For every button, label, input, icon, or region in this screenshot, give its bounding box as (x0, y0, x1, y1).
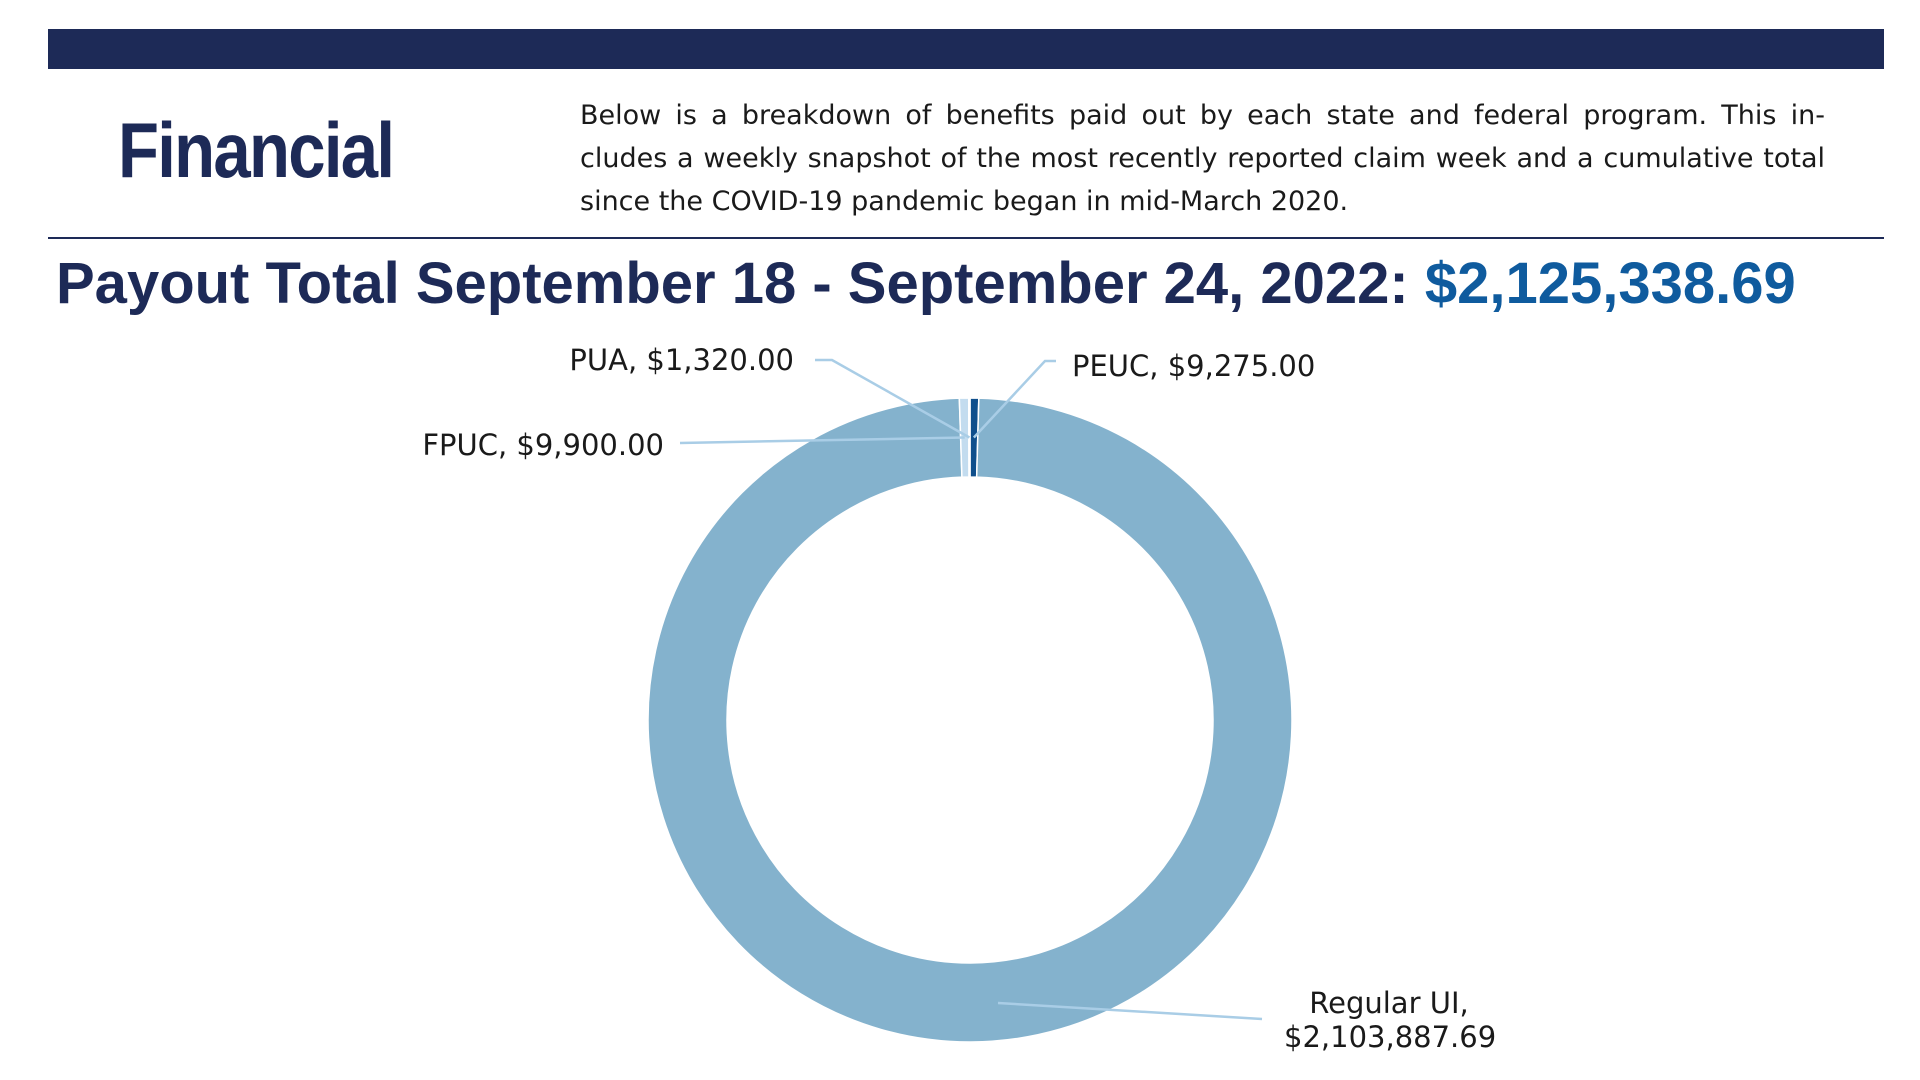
payout-label: Payout Total September 18 - September 24… (56, 251, 1425, 316)
regular-ui-label-line1: Regular UI, (1309, 986, 1469, 1020)
slice-label-pua: PUA, $1,320.00 (569, 343, 794, 377)
divider-rule (48, 237, 1884, 239)
slice-label-peuc: PEUC, $9,275.00 (1072, 349, 1316, 383)
leader-line-regular-ui (997, 1001, 1263, 1021)
donut-slices (647, 397, 1293, 1043)
slice-label-regular-ui: Regular UI, $2,103,887.69 (1284, 986, 1497, 1054)
leader-line-fpuc (679, 436, 965, 445)
slice-regular-ui (647, 397, 1293, 1043)
payout-heading: Payout Total September 18 - September 24… (56, 244, 1886, 324)
leader-line-pua (815, 358, 971, 439)
leader-line-peuc (972, 359, 1056, 439)
top-banner-bar (48, 29, 1884, 69)
regular-ui-label-line2: $2,103,887.69 (1284, 1020, 1497, 1054)
intro-paragraph: Below is a breakdown of benefits paid ou… (580, 100, 1825, 217)
payout-amount: $2,125,338.69 (1424, 251, 1796, 316)
section-title: Financial (118, 106, 395, 194)
slice-label-fpuc: FPUC, $9,900.00 (422, 428, 664, 462)
leader-lines (679, 358, 1263, 1021)
